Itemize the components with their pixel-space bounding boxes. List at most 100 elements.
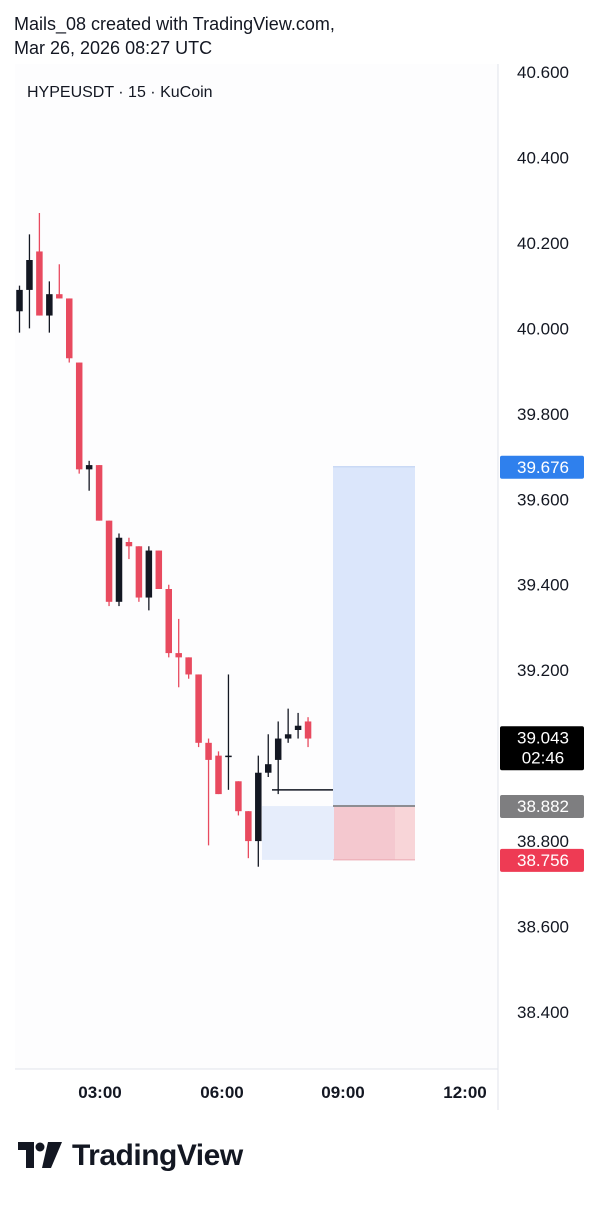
price-tick-label: 38.800	[517, 832, 569, 851]
candle-body	[274, 738, 282, 760]
timestamp-line: Mar 26, 2026 08:27 UTC	[14, 38, 213, 58]
time-axis[interactable]: 03:00 06:00 09:00 12:00	[78, 1083, 486, 1102]
candle-body	[294, 725, 302, 730]
last-price-badge	[500, 726, 584, 771]
tradingview-logo-icon	[18, 1142, 62, 1168]
candle-body	[145, 550, 153, 598]
price-tick-label: 39.600	[517, 490, 569, 509]
candle-body	[36, 251, 43, 316]
position-zones[interactable]	[262, 466, 415, 861]
candle-body	[56, 294, 63, 299]
candle	[255, 755, 262, 867]
candle-body	[235, 781, 242, 812]
candle-body	[215, 755, 222, 795]
price-tick-label: 38.400	[517, 1003, 569, 1022]
price-tick-label: 39.800	[517, 405, 569, 424]
candle	[215, 751, 222, 795]
candle	[195, 674, 202, 748]
plot-background	[15, 64, 498, 1069]
price-tick-label: 39.200	[517, 661, 569, 680]
candle-body	[26, 260, 33, 290]
last-price-price-label: 39.043	[517, 728, 569, 747]
candle-body	[165, 589, 172, 654]
candle	[225, 674, 232, 790]
chart-header: Mails_08 created with TradingView.com, M…	[14, 12, 335, 60]
stop-badge	[500, 848, 584, 872]
entry-price-label: 38.882	[517, 797, 569, 816]
candle	[145, 546, 153, 611]
candle	[16, 285, 23, 333]
candle-body	[66, 298, 73, 359]
candle	[284, 708, 292, 743]
candle	[85, 460, 93, 491]
candle	[165, 584, 172, 658]
candle	[245, 811, 252, 859]
brand-name: TradingView	[72, 1139, 243, 1172]
time-tick-label: 06:00	[200, 1083, 243, 1102]
candle-body	[155, 550, 163, 589]
stop-price-label: 38.756	[517, 851, 569, 870]
tradingview-logo: TradingView	[18, 1138, 243, 1174]
candle-body	[105, 520, 113, 602]
price-tick-label: 40.000	[517, 319, 569, 338]
candle	[66, 298, 73, 363]
candle	[185, 657, 192, 679]
candle-body	[95, 465, 103, 521]
candle-body	[284, 734, 292, 739]
candle	[274, 721, 282, 795]
candle-body	[265, 764, 272, 773]
candle	[304, 717, 312, 748]
candle	[105, 520, 113, 607]
price-tick-label: 40.400	[517, 148, 569, 167]
candle	[36, 213, 43, 316]
last-price-countdown-label: 02:46	[522, 748, 565, 767]
candle-body	[175, 653, 182, 658]
candle-body	[85, 465, 93, 470]
candle-body	[135, 546, 143, 598]
author-line: Mails_08 created with TradingView.com,	[14, 14, 335, 34]
candle	[155, 550, 163, 589]
candle-body	[16, 289, 23, 312]
target-price-label: 39.676	[517, 458, 569, 477]
candle	[95, 465, 103, 521]
time-tick-label: 09:00	[321, 1083, 364, 1102]
candle	[205, 738, 212, 846]
target-zone	[333, 466, 415, 807]
candle	[56, 264, 63, 299]
candle-body	[245, 811, 252, 842]
candle-series	[16, 213, 312, 867]
candle	[115, 533, 123, 607]
candle-body	[225, 755, 232, 758]
candle	[46, 281, 53, 333]
candle	[26, 234, 33, 329]
candle	[125, 537, 133, 560]
candle-body	[255, 772, 262, 842]
prior-range-zone	[262, 806, 334, 860]
price-axis[interactable]: 40.600 40.400 40.200 40.000 39.800 39.600 39.4…	[517, 63, 569, 1022]
entry-badge	[500, 795, 584, 819]
candle-body	[115, 537, 123, 602]
candle	[294, 712, 302, 739]
price-tick-label: 40.600	[517, 63, 569, 82]
stop-zone-extension	[395, 806, 415, 860]
candle	[235, 781, 242, 816]
symbol-label: HYPEUSDT · 15 · KuCoin	[27, 84, 213, 101]
time-tick-label: 12:00	[443, 1083, 486, 1102]
candle-body	[185, 657, 192, 675]
candle	[75, 362, 83, 474]
price-tick-label: 39.400	[517, 576, 569, 595]
candle-body	[195, 674, 202, 743]
candle-body	[46, 294, 53, 316]
candle	[135, 546, 143, 602]
price-tick-label: 38.600	[517, 918, 569, 937]
candle-body	[304, 721, 312, 739]
time-tick-label: 03:00	[78, 1083, 121, 1102]
candle	[265, 734, 272, 777]
price-tick-label: 40.200	[517, 234, 569, 253]
candle	[175, 618, 182, 688]
candle-body	[125, 542, 133, 547]
candle-body	[205, 742, 212, 760]
